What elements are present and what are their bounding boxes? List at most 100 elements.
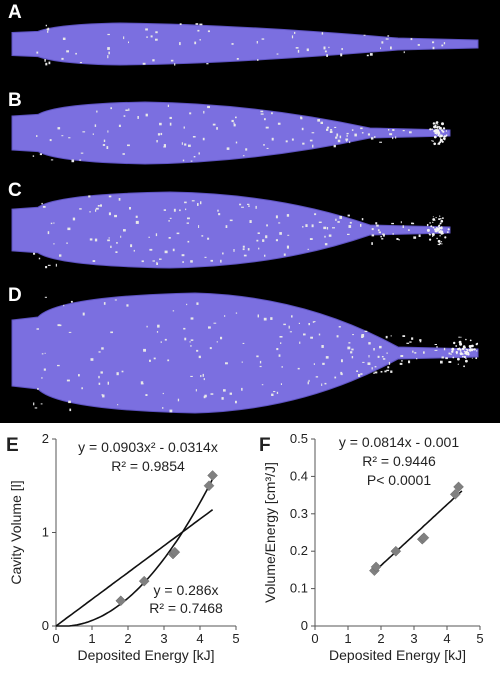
debris-speck	[44, 352, 46, 354]
tip-cloud-particle	[459, 348, 462, 351]
debris-speck	[75, 52, 77, 55]
debris-speck	[48, 61, 51, 65]
debris-speck	[123, 36, 125, 40]
debris-speck	[270, 317, 273, 320]
debris-speck	[81, 387, 83, 390]
debris-speck	[32, 155, 35, 157]
tip-cloud-particle	[439, 230, 442, 232]
debris-speck	[373, 372, 375, 374]
debris-speck	[167, 359, 170, 362]
tip-cloud-particle	[465, 357, 467, 359]
debris-speck	[221, 397, 224, 400]
debris-speck	[374, 366, 377, 368]
debris-speck	[391, 222, 394, 225]
debris-speck	[186, 303, 188, 306]
debris-speck	[96, 110, 98, 113]
debris-speck	[283, 323, 286, 326]
debris-speck	[299, 341, 301, 344]
tip-cloud-particle	[434, 132, 437, 135]
debris-speck	[371, 367, 373, 370]
debris-speck	[224, 315, 226, 317]
y-tick-label: 0.1	[290, 581, 308, 596]
debris-speck	[271, 393, 274, 396]
debris-speck	[262, 239, 265, 242]
tip-cloud-particle	[432, 122, 436, 125]
debris-speck	[110, 331, 113, 334]
tip-cloud-particle	[444, 236, 447, 239]
cavity-panel-a: A	[0, 0, 500, 90]
debris-speck	[169, 409, 173, 413]
debris-speck	[213, 322, 217, 324]
debris-speck	[432, 46, 435, 50]
tip-cloud-particle	[435, 121, 439, 124]
tip-cloud-particle	[457, 363, 459, 365]
debris-speck	[265, 235, 268, 239]
debris-speck	[107, 381, 109, 385]
debris-speck	[153, 357, 156, 360]
x-tick-label: 1	[344, 631, 351, 646]
cavity-panel-c: C	[0, 180, 500, 290]
debris-speck	[312, 321, 315, 323]
debris-speck	[347, 233, 350, 235]
debris-speck	[361, 132, 364, 134]
data-point	[138, 575, 150, 587]
debris-speck	[55, 263, 57, 267]
debris-speck	[339, 216, 342, 219]
debris-speck	[346, 132, 349, 135]
debris-speck	[92, 260, 96, 262]
tip-cloud-particle	[451, 350, 454, 353]
debris-speck	[72, 217, 76, 221]
debris-speck	[329, 130, 333, 133]
tip-cloud-particle	[446, 231, 449, 233]
debris-speck	[116, 242, 118, 244]
debris-speck	[242, 155, 245, 157]
debris-speck	[308, 323, 310, 326]
debris-speck	[184, 337, 187, 341]
debris-speck	[198, 355, 201, 359]
tip-cloud-particle	[437, 124, 439, 126]
tip-cloud-particle	[431, 140, 433, 142]
debris-speck	[125, 109, 128, 111]
debris-speck	[311, 224, 314, 228]
fit-equation-label: y = 0.0814x - 0.001	[339, 434, 459, 450]
debris-speck	[122, 153, 125, 155]
debris-speck	[263, 144, 265, 146]
debris-speck	[392, 129, 395, 131]
debris-speck	[286, 214, 290, 217]
debris-speck	[82, 131, 86, 133]
debris-speck	[198, 225, 200, 228]
debris-speck	[379, 345, 382, 349]
debris-speck	[207, 105, 210, 109]
debris-speck	[37, 388, 39, 390]
debris-speck	[386, 352, 388, 354]
debris-speck	[42, 206, 46, 208]
debris-speck	[95, 209, 97, 212]
debris-speck	[183, 327, 186, 330]
tip-cloud-particle	[464, 351, 467, 355]
debris-speck	[260, 113, 264, 115]
debris-speck	[283, 253, 286, 256]
tip-cloud-particle	[432, 216, 434, 218]
tip-cloud-particle	[436, 123, 438, 125]
debris-speck	[385, 38, 389, 40]
debris-speck	[235, 116, 237, 119]
debris-speck	[434, 349, 438, 351]
debris-speck	[409, 341, 412, 343]
debris-speck	[94, 124, 97, 127]
panel-letter: A	[8, 2, 22, 23]
debris-speck	[341, 359, 343, 363]
debris-speck	[53, 243, 55, 245]
debris-speck	[309, 238, 313, 240]
debris-speck	[259, 365, 262, 368]
fit-equation-label: y = 0.0903x² - 0.0314x	[78, 439, 218, 455]
debris-speck	[204, 394, 207, 398]
debris-speck	[403, 51, 405, 54]
tip-cloud-particle	[434, 228, 437, 231]
debris-speck	[68, 137, 71, 139]
tip-cloud-particle	[440, 218, 442, 220]
debris-speck	[295, 47, 299, 49]
debris-speck	[36, 135, 38, 137]
debris-speck	[197, 29, 200, 32]
debris-speck	[337, 221, 340, 223]
